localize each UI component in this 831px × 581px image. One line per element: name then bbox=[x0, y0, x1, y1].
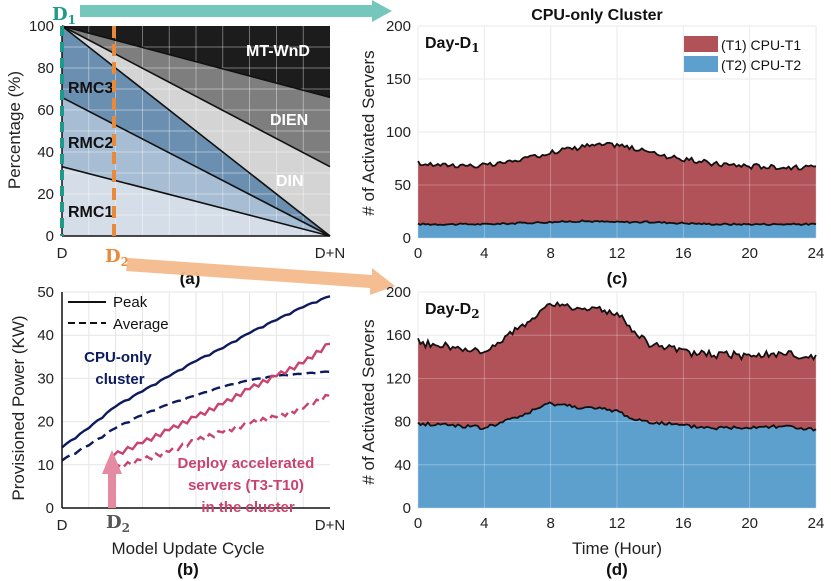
x-tick-label: 4 bbox=[480, 515, 488, 532]
x-tick-label: D+N bbox=[315, 517, 345, 534]
x-tick-label: 0 bbox=[414, 245, 422, 262]
panel-d-plot: 0 4 8 12 16 20 24 0 40 80 120 160 200 bbox=[386, 284, 824, 532]
legend-average: Average bbox=[113, 316, 169, 333]
x-tick-label: 20 bbox=[741, 245, 758, 262]
y-tick-label: 0 bbox=[46, 500, 54, 517]
y-tick-label: 80 bbox=[394, 414, 411, 431]
label-rmc3: RMC3 bbox=[68, 80, 113, 97]
y-tick-label: 10 bbox=[37, 457, 54, 474]
x-tick-label: 16 bbox=[675, 245, 692, 262]
y-tick-label: 20 bbox=[37, 186, 54, 203]
d2-marker-a: D2 bbox=[105, 246, 129, 269]
panel-b-grid bbox=[62, 292, 330, 508]
panel-b-ylabel: Provisioned Power (KW) bbox=[9, 315, 28, 500]
x-tick-label: D bbox=[57, 245, 68, 262]
label-cpu-only: CPU-only cluster bbox=[84, 349, 156, 388]
panel-c-plot: 0 4 8 12 16 20 24 0 50 100 150 200 bbox=[386, 18, 824, 262]
d1-marker: D1 bbox=[52, 4, 76, 27]
label-dien: DIEN bbox=[270, 112, 308, 129]
x-tick-label: 8 bbox=[546, 245, 554, 262]
label-mt-wnd: MT-WnD bbox=[246, 43, 310, 60]
label-rmc2: RMC2 bbox=[68, 135, 113, 152]
y-tick-label: 80 bbox=[37, 60, 54, 77]
x-tick-label: 0 bbox=[414, 515, 422, 532]
panel-d-xlabel: Time (Hour) bbox=[572, 539, 662, 558]
x-tick-label: 20 bbox=[741, 515, 758, 532]
y-tick-label: 0 bbox=[403, 230, 411, 247]
y-tick-label: 150 bbox=[386, 71, 411, 88]
panel-b-xlabel: Model Update Cycle bbox=[111, 539, 264, 558]
y-tick-label: 160 bbox=[386, 327, 411, 344]
x-tick-label: D+N bbox=[315, 245, 345, 262]
panel-b-legend: Peak Average bbox=[68, 294, 169, 333]
y-tick-label: 0 bbox=[403, 500, 411, 517]
y-tick-label: 0 bbox=[46, 228, 54, 245]
x-tick-label: 12 bbox=[609, 245, 626, 262]
y-tick-label: 50 bbox=[37, 284, 54, 301]
label-rmc1: RMC1 bbox=[68, 204, 113, 221]
x-tick-label: 24 bbox=[808, 515, 825, 532]
y-tick-label: 60 bbox=[37, 102, 54, 119]
x-tick-label: 16 bbox=[675, 515, 692, 532]
panel-b-axis: 0 10 20 30 40 50 D D+N bbox=[37, 284, 345, 534]
x-tick-label: 24 bbox=[808, 245, 825, 262]
y-tick-label: 200 bbox=[386, 18, 411, 35]
y-tick-label: 100 bbox=[386, 124, 411, 141]
panel-c-title: CPU-only Cluster bbox=[531, 7, 663, 24]
panel-c-day1-chart: CPU-only Cluster 0 4 8 12 16 20 24 0 50 100 150 200… bbox=[359, 7, 824, 288]
y-tick-label: 40 bbox=[37, 144, 54, 161]
d2-arrow bbox=[126, 258, 395, 295]
y-tick-label: 30 bbox=[37, 370, 54, 387]
panel-b-caption: (b) bbox=[177, 560, 199, 579]
y-tick-label: 20 bbox=[37, 414, 54, 431]
y-tick-label: 50 bbox=[394, 177, 411, 194]
y-tick-label: 40 bbox=[394, 457, 411, 474]
x-tick-label: 8 bbox=[546, 515, 554, 532]
legend-peak: Peak bbox=[113, 294, 148, 311]
y-tick-label: 120 bbox=[386, 370, 411, 387]
panel-a-ylabel: Percentage (%) bbox=[5, 71, 24, 189]
label-din: DIN bbox=[276, 173, 304, 190]
x-tick-label: 4 bbox=[480, 245, 488, 262]
legend-cpu-t1: (T1) CPU-T1 bbox=[721, 37, 801, 53]
accel-up-arrow bbox=[102, 450, 122, 508]
y-tick-label: 100 bbox=[29, 18, 54, 35]
panel-d-ylabel: # of Activated Servers bbox=[359, 319, 378, 484]
label-deploy-accelerated: Deploy accelerated servers (T3-T10) in t… bbox=[178, 455, 319, 516]
figure-canvas: 020406080100D D+N Percentage (%) (a) RMC1… bbox=[0, 0, 831, 581]
y-tick-label: 200 bbox=[386, 284, 411, 301]
legend-cpu-t2: (T2) CPU-T2 bbox=[721, 57, 801, 73]
x-tick-label: D bbox=[57, 517, 68, 534]
panel-c-caption: (c) bbox=[607, 269, 628, 288]
panel-c-ylabel: # of Activated Servers bbox=[359, 50, 378, 215]
y-tick-label: 40 bbox=[37, 327, 54, 344]
d2-marker-b: D2 bbox=[106, 512, 130, 535]
panel-d-caption: (d) bbox=[606, 560, 628, 579]
panel-b-power-chart: 0 10 20 30 40 50 D D+N Provisioned Power (KW) M… bbox=[9, 284, 345, 579]
panel-d-day2-chart: 0 4 8 12 16 20 24 0 40 80 120 160 200 # of Activated… bbox=[359, 284, 824, 579]
d1-arrow bbox=[80, 0, 392, 22]
x-tick-label: 12 bbox=[609, 515, 626, 532]
